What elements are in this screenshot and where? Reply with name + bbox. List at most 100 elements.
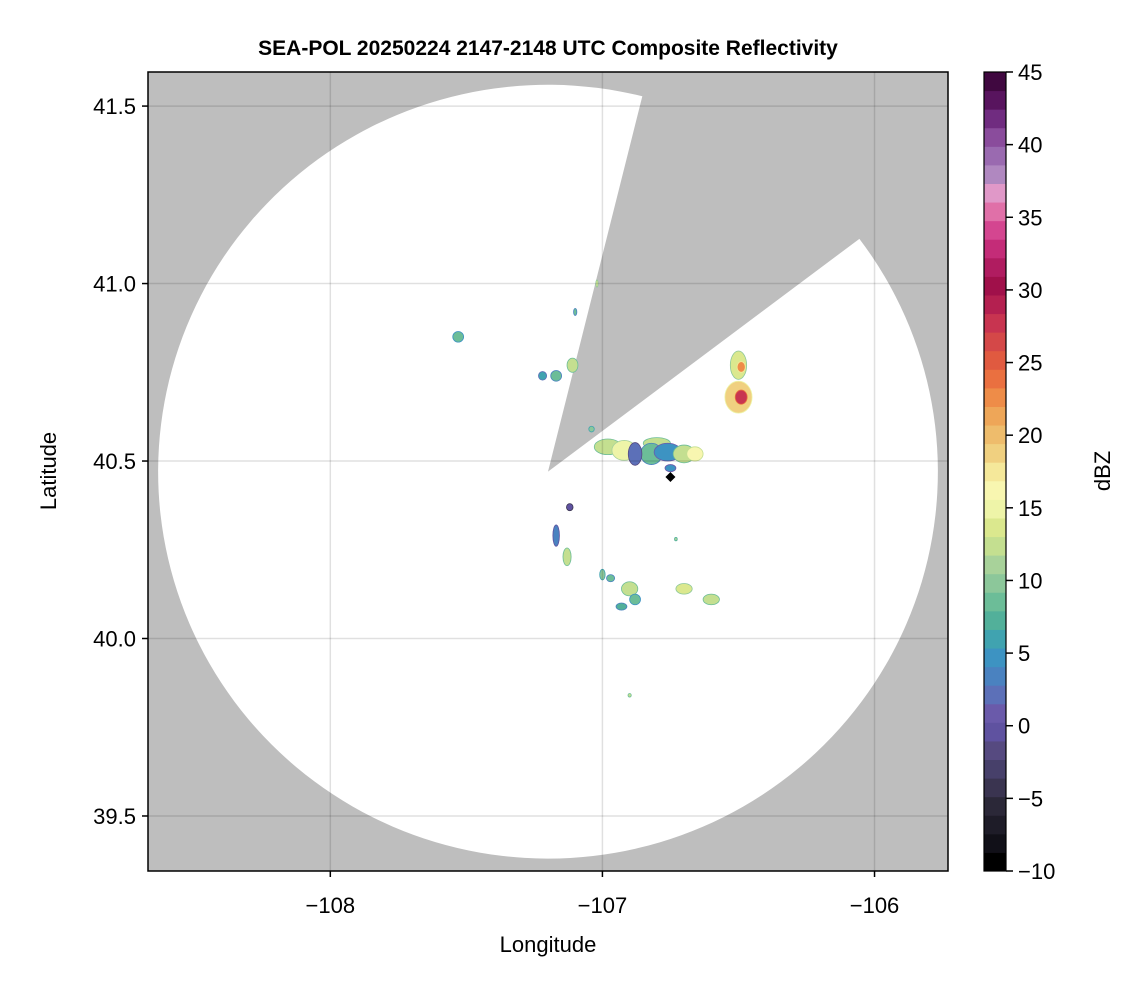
colorbar-bin	[984, 592, 1006, 612]
echo-cell	[627, 693, 632, 698]
echo-cell	[566, 503, 574, 512]
colorbar-bin	[984, 629, 1006, 649]
colorbar-bin	[984, 852, 1006, 872]
colorbar-bin	[984, 294, 1006, 315]
colorbar-tick-label: 40	[1018, 133, 1042, 158]
radar-coverage	[158, 84, 938, 859]
colorbar-bin	[984, 462, 1006, 482]
plot-area	[147, 71, 949, 872]
colorbar-bin	[984, 387, 1006, 407]
colorbar-tick-label: 0	[1018, 714, 1030, 739]
colorbar-bin	[984, 406, 1006, 426]
colorbar-bin	[984, 740, 1006, 761]
colorbar-bin	[984, 815, 1006, 835]
colorbar-bin	[984, 555, 1006, 575]
colorbar-bin	[984, 517, 1006, 538]
echo-cell	[629, 593, 641, 606]
colorbar-bin	[984, 202, 1006, 222]
echo-cell	[615, 602, 628, 611]
colorbar-bin	[984, 239, 1006, 259]
y-tick-label: 41.5	[93, 94, 136, 119]
echo-cell	[621, 581, 639, 597]
colorbar-tick-label: 45	[1018, 60, 1042, 85]
echo-cell	[588, 425, 595, 433]
y-axis: 39.5 40.0 40.5 41.0 41.5	[93, 94, 148, 829]
y-tick-label: 39.5	[93, 804, 136, 829]
colorbar-bin	[984, 220, 1006, 240]
colorbar-bin	[984, 425, 1006, 445]
echo-cell	[675, 583, 693, 595]
colorbar-tick-label: 25	[1018, 351, 1042, 376]
echo-cell	[736, 361, 746, 373]
echo-cell	[538, 371, 548, 381]
colorbar-bin	[984, 778, 1006, 798]
plot-content	[148, 72, 948, 871]
colorbar-bin	[984, 90, 1006, 110]
y-tick-label: 40.0	[93, 627, 136, 652]
colorbar: −10 −5 0 5 10 15 20 25 30 35 40 45	[983, 60, 1055, 884]
y-tick-label: 41.0	[93, 272, 136, 297]
colorbar-bin	[984, 164, 1006, 184]
colorbar-bin	[984, 443, 1006, 463]
colorbar-tick-label: −5	[1018, 786, 1043, 811]
echo-cell	[562, 547, 572, 567]
colorbar-bin	[984, 703, 1006, 723]
colorbar-tick-label: 15	[1018, 496, 1042, 521]
colorbar-tick-label: 35	[1018, 205, 1042, 230]
colorbar-bin	[984, 648, 1006, 668]
chart-title: SEA-POL 20250224 2147-2148 UTC Composite…	[258, 37, 838, 60]
echo-cell	[627, 442, 643, 466]
colorbar-bin	[984, 722, 1006, 742]
x-axis-label: Longitude	[500, 932, 597, 957]
echo-cell	[606, 574, 616, 583]
x-tick-label: −106	[850, 893, 900, 918]
colorbar-frame	[983, 71, 1007, 872]
colorbar-label: dBZ	[1090, 451, 1115, 491]
colorbar-bin	[984, 369, 1006, 389]
colorbar-bin	[984, 610, 1006, 630]
colorbar-tick-label: 5	[1018, 641, 1030, 666]
echo-cell	[702, 593, 720, 606]
echo-cell	[452, 331, 465, 343]
echo-cell	[599, 568, 606, 581]
plot-frame	[147, 71, 949, 872]
y-axis-label: Latitude	[36, 432, 61, 510]
echo-cell	[550, 370, 563, 382]
colorbar-tick-label: 30	[1018, 278, 1042, 303]
colorbar-bin	[984, 573, 1006, 593]
colorbar-tick-label: 20	[1018, 423, 1042, 448]
colorbar-bin	[984, 72, 1006, 92]
colorbar-bin	[984, 332, 1006, 352]
x-tick-label: −108	[306, 893, 356, 918]
colorbar-bin	[984, 480, 1006, 500]
colorbar-bin	[984, 276, 1006, 296]
radar-marker-diamond	[665, 472, 676, 483]
colorbar-bin	[984, 685, 1006, 705]
echo-cell	[664, 464, 677, 473]
echo-cell	[674, 536, 678, 542]
colorbar-tick-label: 10	[1018, 568, 1042, 593]
echo-cell	[573, 307, 578, 316]
echo-cell	[552, 524, 560, 547]
y-tick-label: 40.5	[93, 449, 136, 474]
colorbar-bin	[984, 536, 1006, 556]
colorbar-bin	[984, 109, 1006, 129]
x-axis: −108 −107 −106	[306, 871, 900, 918]
colorbar-bin	[984, 796, 1006, 816]
echo-cell	[734, 389, 748, 405]
colorbar-bin	[984, 350, 1006, 370]
echo-cell	[686, 446, 704, 462]
colorbar-tick-label: −10	[1018, 859, 1055, 884]
colorbar-bin	[984, 833, 1006, 853]
x-tick-label: −107	[578, 893, 628, 918]
colorbar-bin	[984, 313, 1006, 333]
colorbar-bin	[984, 257, 1006, 277]
colorbar-bin	[984, 499, 1006, 519]
colorbar-bin	[984, 183, 1006, 203]
colorbar-bin	[984, 666, 1006, 686]
colorbar-bin	[984, 759, 1006, 779]
colorbar-bin	[984, 146, 1006, 166]
echo-cell	[595, 279, 599, 288]
